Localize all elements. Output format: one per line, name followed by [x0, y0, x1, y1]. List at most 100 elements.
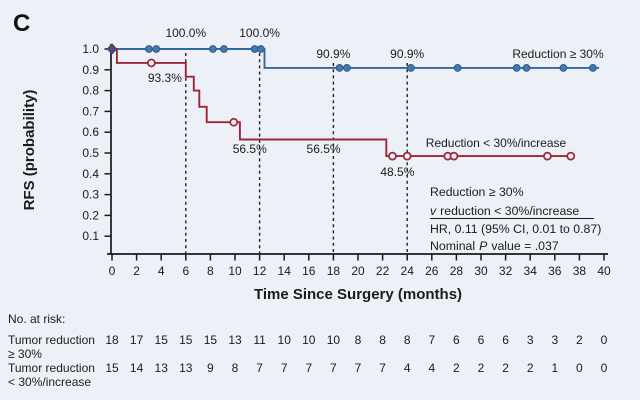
censor-marker-filled: [559, 64, 568, 72]
risk-count: 6: [453, 333, 460, 347]
risk-count: 7: [281, 361, 288, 375]
x-tick-label: 28: [450, 264, 464, 278]
risk-count: 7: [428, 333, 435, 347]
risk-count: 14: [130, 361, 144, 375]
y-tick-label: 0.1: [82, 229, 99, 243]
risk-count: 15: [204, 333, 218, 347]
censor-marker-open: [566, 151, 576, 161]
risk-count: 7: [330, 361, 337, 375]
percent-label: 100.0%: [165, 26, 206, 40]
x-tick-label: 10: [228, 264, 242, 278]
red-curve-label: Reduction < 30%/increase: [426, 136, 567, 150]
risk-count: 17: [130, 333, 144, 347]
start-diamond-marker: [106, 43, 118, 55]
risk-count: 2: [478, 361, 485, 375]
censor-marker-open: [229, 117, 239, 127]
y-axis-title: RFS (probability): [21, 90, 38, 211]
risk-count: 0: [576, 361, 583, 375]
y-tick-label: 0.4: [82, 167, 99, 181]
risk-count: 10: [327, 333, 341, 347]
risk-count: 7: [256, 361, 263, 375]
risk-count: 7: [355, 361, 362, 375]
percent-label: 56.5%: [307, 142, 341, 156]
axes: 1.00.90.80.70.60.50.40.30.20.10 2 4 6 8 10 12 1…: [82, 42, 611, 278]
y-tick-label: 0.3: [82, 188, 99, 202]
censor-marker-open: [147, 58, 156, 68]
risk-row2-label-line2: < 30%/increase: [8, 375, 91, 389]
risk-table-heading: No. at risk:: [8, 312, 65, 326]
stats-line-hr: HR, 0.11 (95% CI, 0.01 to 0.87): [430, 222, 601, 236]
reduction-ge30-curve: [112, 48, 600, 69]
risk-count: 3: [551, 333, 558, 347]
y-tick-label: 0.2: [82, 208, 99, 222]
x-tick-label: 4: [158, 264, 165, 278]
risk-count: 4: [404, 361, 411, 375]
x-tick-label: 20: [351, 264, 365, 278]
y-tick-label: 0.6: [82, 125, 99, 139]
censor-marker-filled: [335, 64, 344, 72]
censor-marker-filled: [343, 64, 351, 72]
x-tick-label: 34: [524, 264, 538, 278]
risk-count: 1: [551, 361, 558, 375]
stats-line-comparison-2: v reduction < 30%/increase: [430, 204, 579, 218]
y-tick-label: 0.9: [82, 63, 99, 77]
x-tick-label: 38: [573, 264, 587, 278]
x-tick-label: 40: [597, 264, 611, 278]
x-axis-title: Time Since Surgery (months): [254, 286, 462, 303]
censor-marker-open: [449, 151, 459, 161]
risk-row1-label-line1: Tumor reduction: [8, 333, 95, 347]
y-tick-label: 0.5: [82, 146, 99, 160]
percent-label: 48.5%: [380, 165, 414, 179]
censor-marker-filled: [220, 45, 228, 53]
x-tick-label: 0: [109, 264, 116, 278]
risk-count: 2: [453, 361, 460, 375]
risk-count: 2: [576, 333, 583, 347]
percent-label: 90.9%: [316, 47, 350, 61]
x-tick-label: 18: [327, 264, 341, 278]
risk-count: 15: [179, 333, 193, 347]
censor-marker-open: [402, 151, 412, 161]
censor-marker-open: [543, 151, 552, 161]
x-tick-label: 22: [376, 264, 390, 278]
risk-table-numbers: 18 17 15 15 15 13 11 10 10 10 8 8 8 7 6 6 6 3 3 2 015 14 13 13 9…: [105, 333, 607, 375]
censor-marker-filled: [512, 64, 521, 72]
risk-count: 15: [155, 333, 169, 347]
risk-count: 4: [428, 361, 435, 375]
percent-label: 90.9%: [390, 47, 424, 61]
y-tick-label: 0.7: [82, 104, 99, 118]
x-tick-label: 26: [425, 264, 439, 278]
percent-label: 100.0%: [239, 26, 280, 40]
censor-marker-filled: [453, 64, 462, 72]
survival-curves: [106, 43, 600, 161]
y-tick-label: 0.8: [82, 84, 99, 98]
percent-annotations: 100.0% 100.0% 90.9% 90.9% 93.3% 56.5% 56.5% 48.…: [148, 26, 425, 179]
censor-marker-filled: [145, 45, 153, 53]
percent-label: 56.5%: [233, 142, 267, 156]
censor-marker-filled: [589, 64, 597, 72]
risk-count: 18: [105, 333, 119, 347]
censor-marker-filled: [256, 45, 265, 53]
risk-count: 0: [601, 333, 608, 347]
risk-count: 10: [278, 333, 292, 347]
x-tick-label: 2: [133, 264, 140, 278]
risk-count: 13: [155, 361, 169, 375]
risk-count: 8: [355, 333, 362, 347]
risk-count: 6: [502, 333, 509, 347]
blue-curve-label: Reduction ≥ 30%: [512, 47, 604, 61]
risk-count: 7: [379, 361, 386, 375]
risk-count: 6: [478, 333, 485, 347]
x-tick-label: 16: [302, 264, 316, 278]
censor-marker-open: [388, 151, 397, 161]
x-tick-label: 24: [401, 264, 415, 278]
panel-label: C: [13, 10, 31, 37]
dashed-reference-lines: [185, 53, 408, 253]
censor-marker-filled: [406, 64, 415, 72]
risk-count: 7: [305, 361, 312, 375]
risk-count: 9: [207, 361, 214, 375]
censor-marker-filled: [522, 64, 531, 72]
stats-line-comparison-1: Reduction ≥ 30%: [430, 185, 524, 199]
risk-count: 15: [105, 361, 119, 375]
x-tick-label: 6: [182, 264, 189, 278]
